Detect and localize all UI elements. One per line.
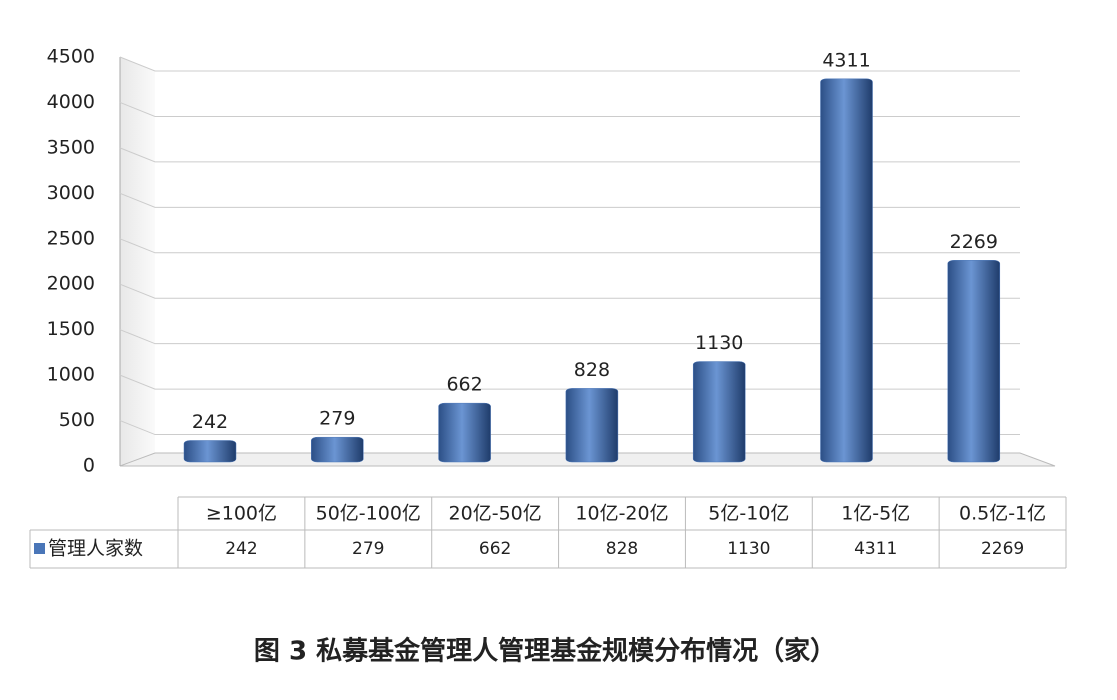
legend-label: 管理人家数 xyxy=(48,538,143,560)
y-tick-label: 0 xyxy=(83,455,95,477)
legend-marker xyxy=(34,543,45,554)
y-tick-label: 1500 xyxy=(47,318,95,340)
data-label: 242 xyxy=(192,411,228,433)
table-category: 10亿-20亿 xyxy=(575,503,668,525)
y-tick-label: 3000 xyxy=(47,182,95,204)
table-value: 662 xyxy=(479,539,511,559)
table-value: 4311 xyxy=(854,539,897,559)
table-value: 2269 xyxy=(981,539,1024,559)
y-tick-label: 4500 xyxy=(47,46,95,68)
table-category: 5亿-10亿 xyxy=(708,503,789,525)
y-tick-label: 1000 xyxy=(47,364,95,386)
table-category: ≥100亿 xyxy=(206,503,277,525)
table-value: 279 xyxy=(352,539,384,559)
table-value: 1130 xyxy=(727,539,770,559)
y-tick-label: 2500 xyxy=(47,227,95,249)
grid-line xyxy=(119,329,1020,345)
data-label: 2269 xyxy=(950,231,998,253)
data-label: 662 xyxy=(446,374,482,396)
y-tick-label: 2000 xyxy=(47,273,95,295)
bar xyxy=(565,388,619,463)
bar xyxy=(947,260,1001,463)
chart-title: 图 3 私募基金管理人管理基金规模分布情况（家） xyxy=(254,636,836,667)
grid-line xyxy=(119,192,1020,208)
grid-line xyxy=(119,374,1020,390)
data-label: 828 xyxy=(574,359,610,381)
bar xyxy=(692,361,746,463)
bar xyxy=(311,436,364,463)
plot: 0 500 1000 1500 2000 2500 3000 3500 4000 4500 242 2… xyxy=(47,46,1020,477)
table-category: 20亿-50亿 xyxy=(449,503,542,525)
y-tick-label: 3500 xyxy=(47,136,95,158)
grid-line xyxy=(119,101,1020,117)
bar xyxy=(820,78,873,463)
table-category: 50亿-100亿 xyxy=(316,503,421,525)
data-label: 279 xyxy=(319,408,355,430)
grid-line xyxy=(119,56,1020,72)
data-table: ≥100亿 242 50亿-100亿 279 20亿-50亿 662 10亿-20亿 828 5… xyxy=(29,496,1067,569)
table-category: 0.5亿-1亿 xyxy=(959,503,1046,525)
side-wall xyxy=(120,57,155,466)
y-tick-label: 4000 xyxy=(47,91,95,113)
grid-line xyxy=(119,283,1020,299)
table-grid xyxy=(29,496,1067,569)
bar xyxy=(183,440,237,463)
data-label: 4311 xyxy=(822,49,870,71)
table-category: 1亿-5亿 xyxy=(841,503,910,525)
table-value: 242 xyxy=(225,539,257,559)
y-tick-label: 500 xyxy=(59,409,95,431)
data-label: 1130 xyxy=(695,332,743,354)
grid-line xyxy=(119,147,1020,163)
grid-line xyxy=(119,238,1020,254)
table-value: 828 xyxy=(606,539,638,559)
bar xyxy=(438,402,491,463)
